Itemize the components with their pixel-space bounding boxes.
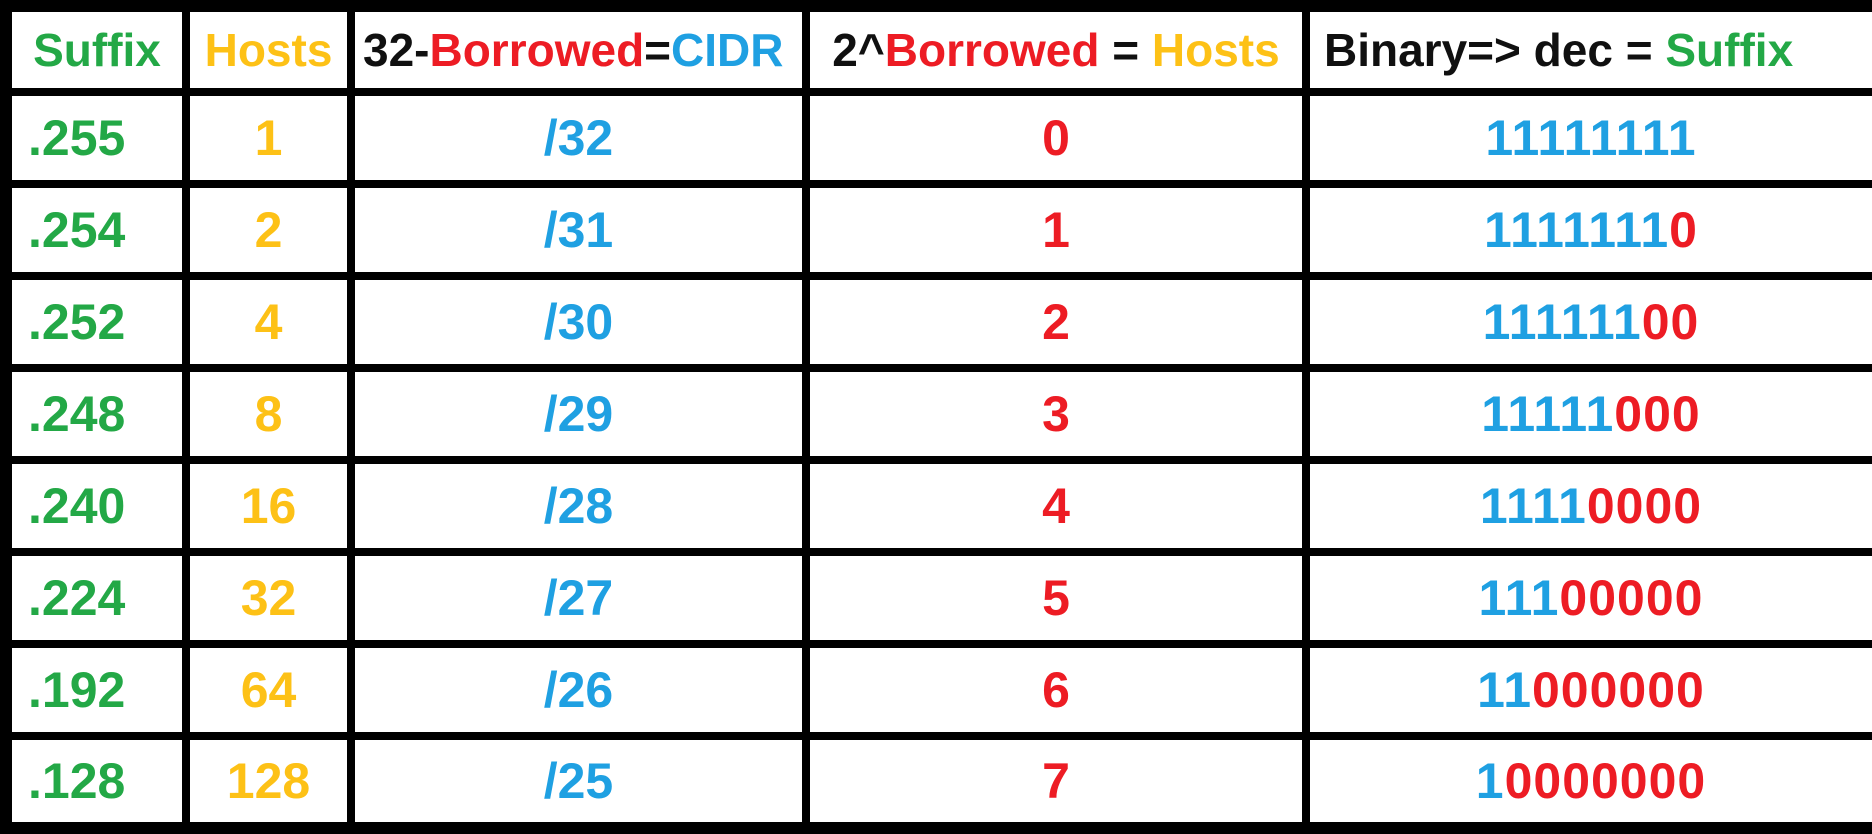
hosts-cell: 32 [182, 548, 355, 648]
borrowed-cell: 1 [802, 180, 1310, 280]
header-borrowed-pre: 2^ [832, 24, 885, 76]
binary-cell: 11111110 [1302, 180, 1872, 280]
cidr-cell: /26 [347, 640, 810, 740]
suffix-cell: .252 [2, 272, 190, 372]
header-borrowed-equals: = [1099, 24, 1152, 76]
cidr-cell: /28 [347, 456, 810, 556]
suffix-cell: .255 [2, 88, 190, 188]
header-cidr-pre: 32- [363, 24, 430, 76]
cidr-cell: /31 [347, 180, 810, 280]
cidr-cell: /30 [347, 272, 810, 372]
hosts-cell: 64 [182, 640, 355, 740]
hosts-cell: 1 [182, 88, 355, 188]
header-suffix: Suffix [2, 2, 190, 96]
binary-ones: 11 [1477, 662, 1532, 718]
binary-ones: 111111 [1482, 294, 1642, 350]
borrowed-cell: 5 [802, 548, 1310, 648]
binary-zeros: 0000000 [1504, 753, 1707, 809]
binary-cell: 11111111 [1302, 88, 1872, 188]
binary-zeros: 00 [1641, 294, 1700, 350]
binary-cell: 10000000 [1302, 732, 1872, 832]
binary-ones: 1111111 [1484, 202, 1670, 258]
hosts-cell: 16 [182, 456, 355, 556]
hosts-cell: 4 [182, 272, 355, 372]
header-cidr-borrowed: Borrowed [429, 24, 645, 76]
binary-ones: 11111 [1481, 386, 1615, 442]
hosts-cell: 128 [182, 732, 355, 832]
header-cidr-result: CIDR [671, 24, 784, 76]
hosts-cell: 2 [182, 180, 355, 280]
binary-zeros: 0000 [1586, 478, 1703, 534]
binary-ones: 1 [1475, 753, 1505, 809]
table-row: .254 2 /31 1 11111110 [2, 180, 1872, 280]
suffix-cell: .254 [2, 180, 190, 280]
cidr-cell: /32 [347, 88, 810, 188]
suffix-cell: .240 [2, 456, 190, 556]
table-row: .192 64 /26 6 11000000 [2, 640, 1872, 740]
binary-ones: 11111111 [1485, 110, 1697, 166]
header-borrowed-result: Hosts [1151, 24, 1280, 76]
binary-ones: 1111 [1479, 478, 1587, 534]
table-row: .128 128 /25 7 10000000 [2, 732, 1872, 832]
binary-zeros: 000000 [1532, 662, 1705, 718]
header-cidr-equals: = [644, 24, 672, 76]
binary-cell: 11111000 [1302, 364, 1872, 464]
binary-cell: 11100000 [1302, 548, 1872, 648]
hosts-cell: 8 [182, 364, 355, 464]
binary-cell: 11111100 [1302, 272, 1872, 372]
cidr-cell: /29 [347, 364, 810, 464]
table-row: .255 1 /32 0 11111111 [2, 88, 1872, 188]
header-row: Suffix Hosts 32-Borrowed=CIDR 2^Borrowed… [2, 2, 1872, 96]
table-row: .224 32 /27 5 11100000 [2, 548, 1872, 648]
borrowed-cell: 6 [802, 640, 1310, 740]
borrowed-cell: 2 [802, 272, 1310, 372]
header-borrowed-borrowed: Borrowed [884, 24, 1100, 76]
header-borrowed-formula: 2^Borrowed = Hosts [802, 2, 1310, 96]
binary-ones: 111 [1478, 570, 1560, 626]
table-row: .248 8 /29 3 11111000 [2, 364, 1872, 464]
borrowed-cell: 0 [802, 88, 1310, 188]
header-cidr-formula: 32-Borrowed=CIDR [347, 2, 810, 96]
suffix-cell: .224 [2, 548, 190, 648]
suffix-cell: .248 [2, 364, 190, 464]
header-binary-pre: Binary=> dec = [1324, 24, 1666, 76]
header-binary-formula: Binary=> dec = Suffix [1302, 2, 1872, 96]
table-row: .240 16 /28 4 11110000 [2, 456, 1872, 556]
binary-cell: 11000000 [1302, 640, 1872, 740]
binary-zeros: 0 [1669, 202, 1698, 258]
binary-zeros: 00000 [1559, 570, 1704, 626]
borrowed-cell: 4 [802, 456, 1310, 556]
header-hosts: Hosts [182, 2, 355, 96]
suffix-cell: .128 [2, 732, 190, 832]
borrowed-cell: 7 [802, 732, 1310, 832]
suffix-cell: .192 [2, 640, 190, 740]
borrowed-cell: 3 [802, 364, 1310, 464]
cidr-cell: /27 [347, 548, 810, 648]
binary-zeros: 000 [1614, 386, 1701, 442]
cidr-cell: /25 [347, 732, 810, 832]
header-binary-result: Suffix [1665, 24, 1794, 76]
table-row: .252 4 /30 2 11111100 [2, 272, 1872, 372]
binary-cell: 11110000 [1302, 456, 1872, 556]
